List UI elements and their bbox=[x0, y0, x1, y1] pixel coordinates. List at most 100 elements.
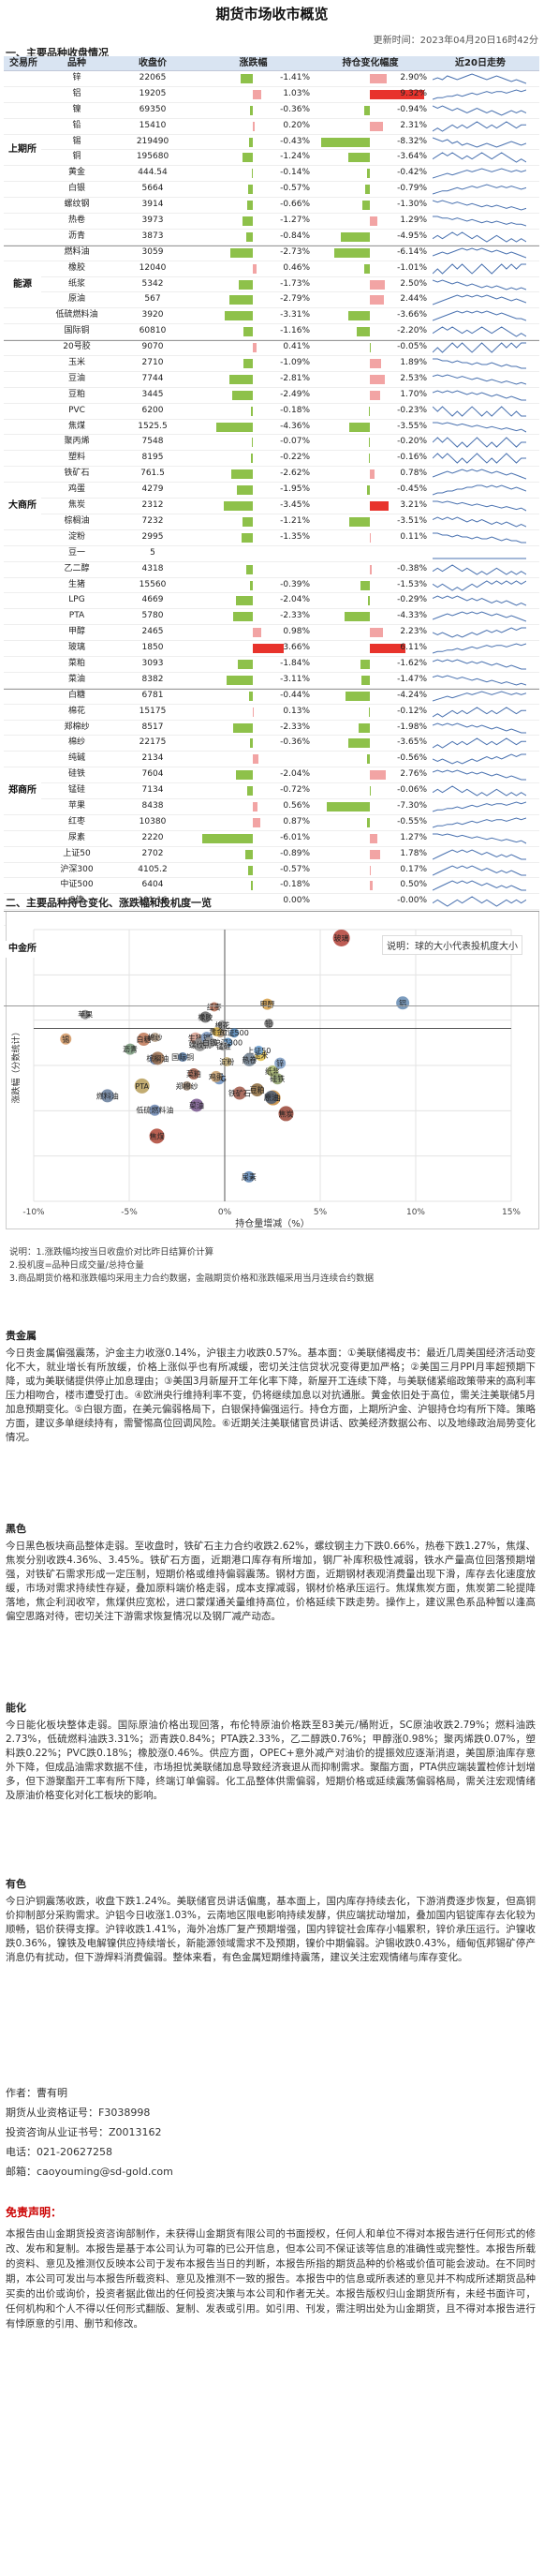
change-bar bbox=[243, 327, 253, 337]
oi-cell: -0.00% bbox=[312, 894, 429, 909]
trend-line bbox=[433, 89, 526, 100]
oi-bar bbox=[370, 279, 385, 290]
change-bar bbox=[249, 738, 253, 749]
trend-line bbox=[433, 707, 526, 718]
oi-value: -0.42% bbox=[397, 168, 427, 178]
oi-value: -0.12% bbox=[397, 706, 427, 716]
table-row: 纯碱 2134 -0.56% bbox=[4, 752, 539, 768]
row-name: PTA bbox=[68, 611, 85, 621]
trend-cell bbox=[429, 166, 532, 181]
table-row: 铝 19205 1.03% 9.32% bbox=[4, 87, 539, 103]
bubble-甲醇 bbox=[261, 998, 273, 1010]
row-price: 5342 bbox=[141, 278, 164, 289]
oi-cell: -0.23% bbox=[312, 404, 429, 419]
trend-line bbox=[433, 168, 526, 179]
row-name: 5债 bbox=[69, 896, 84, 906]
row-name: 螺纹钢 bbox=[64, 200, 90, 210]
oi-cell: 2.90% bbox=[312, 71, 429, 86]
oi-bar bbox=[369, 707, 370, 717]
trend-line bbox=[433, 880, 526, 891]
oi-value: 2.31% bbox=[400, 120, 427, 130]
row-price: 4105.2 bbox=[138, 864, 168, 874]
oi-cell: 1.89% bbox=[312, 356, 429, 371]
oi-cell: 1.78% bbox=[312, 847, 429, 862]
trend-cell bbox=[429, 736, 532, 751]
table-row: 5债 101.16 0.00% -0.00% bbox=[4, 894, 539, 911]
change-cell: -0.36% bbox=[195, 736, 312, 751]
oi-value: -0.79% bbox=[397, 184, 427, 194]
change-cell: -2.73% bbox=[195, 246, 312, 261]
change-cell: -0.57% bbox=[195, 863, 312, 878]
change-cell: 0.13% bbox=[195, 705, 312, 720]
table-row: 菜油 8382 -3.11% -1.47% bbox=[4, 673, 539, 689]
oi-value: 1.27% bbox=[400, 832, 427, 842]
row-name: LPG bbox=[68, 595, 85, 605]
bubble-label: 镍 bbox=[203, 1033, 211, 1042]
note-1: 说明：1.涨跌幅均按当日收盘价对比昨日结算价计算 bbox=[9, 1247, 214, 1258]
change-cell bbox=[195, 752, 312, 767]
table-row: 焦煤 1525.5 -4.36% -3.55% bbox=[4, 420, 539, 436]
row-name: 塑料 bbox=[67, 453, 85, 463]
oi-value: -3.65% bbox=[397, 737, 427, 748]
change-bar bbox=[242, 216, 253, 227]
change-value: -0.14% bbox=[280, 168, 310, 178]
trend-cell bbox=[429, 119, 532, 134]
row-name: 玻璃 bbox=[67, 643, 85, 653]
change-bar bbox=[242, 153, 253, 163]
row-name: 豆粕 bbox=[67, 389, 85, 399]
bubble-硅铁 bbox=[272, 1073, 284, 1085]
table-row: 豆油 7744 -2.81% 2.53% bbox=[4, 372, 539, 388]
row-group-cell bbox=[4, 182, 43, 197]
row-name: 菜油 bbox=[67, 674, 85, 684]
trend-sparkline bbox=[433, 216, 526, 227]
oi-bar bbox=[367, 485, 370, 496]
oi-value: -0.38% bbox=[397, 563, 427, 573]
trend-cell bbox=[429, 593, 532, 608]
change-value: -2.04% bbox=[280, 769, 310, 780]
table-row: 纸浆 5342 -1.73% 2.50% bbox=[4, 277, 539, 293]
table-row: 橡胶 12040 0.46% -1.01% bbox=[4, 261, 539, 277]
change-bar bbox=[238, 279, 253, 290]
oi-value: 3.21% bbox=[400, 500, 427, 511]
row-group-cell bbox=[4, 404, 43, 419]
trend-line bbox=[433, 422, 526, 433]
trend-line bbox=[433, 785, 526, 797]
trend-cell bbox=[429, 815, 532, 830]
change-cell: -2.62% bbox=[195, 467, 312, 482]
row-group-cell bbox=[4, 71, 43, 86]
oi-cell: -3.51% bbox=[312, 514, 429, 529]
trend-sparkline bbox=[433, 785, 526, 797]
row-name: 国际铜 bbox=[64, 326, 90, 336]
trend-sparkline bbox=[433, 342, 526, 353]
change-value: -0.84% bbox=[280, 231, 310, 241]
row-group-cell bbox=[4, 689, 43, 704]
row-name: 黄金 bbox=[67, 168, 85, 178]
bubble-label: 豆粕 bbox=[250, 1085, 265, 1094]
change-cell: 0.46% bbox=[195, 261, 312, 276]
oi-value: -6.14% bbox=[397, 246, 427, 257]
trend-line bbox=[433, 595, 526, 606]
oi-cell: 0.11% bbox=[312, 530, 429, 545]
change-bar bbox=[253, 754, 258, 765]
oi-bar bbox=[370, 469, 375, 480]
table-row: 菜粕 3093 -1.84% -1.62% bbox=[4, 657, 539, 673]
change-cell: -0.07% bbox=[195, 435, 312, 450]
trend-cell bbox=[429, 705, 532, 720]
change-cell: -2.33% bbox=[195, 721, 312, 736]
trend-line bbox=[433, 374, 526, 385]
trend-sparkline bbox=[433, 374, 526, 385]
bubble-郑棉纱 bbox=[182, 1080, 192, 1091]
bubble-label: 玉米 bbox=[254, 1050, 269, 1060]
row-name: 热卷 bbox=[67, 216, 85, 226]
oi-cell: -2.20% bbox=[312, 324, 429, 339]
trend-line bbox=[433, 579, 526, 591]
trend-line bbox=[433, 675, 526, 686]
change-cell: -1.24% bbox=[195, 150, 312, 165]
oi-cell: -0.42% bbox=[312, 166, 429, 181]
row-name: 铁矿石 bbox=[64, 469, 90, 479]
change-cell: -2.04% bbox=[195, 593, 312, 608]
table-row: 淀粉 2995 -1.35% 0.11% bbox=[4, 530, 539, 546]
trend-cell bbox=[429, 767, 532, 782]
bubble-焦煤 bbox=[149, 1128, 165, 1144]
